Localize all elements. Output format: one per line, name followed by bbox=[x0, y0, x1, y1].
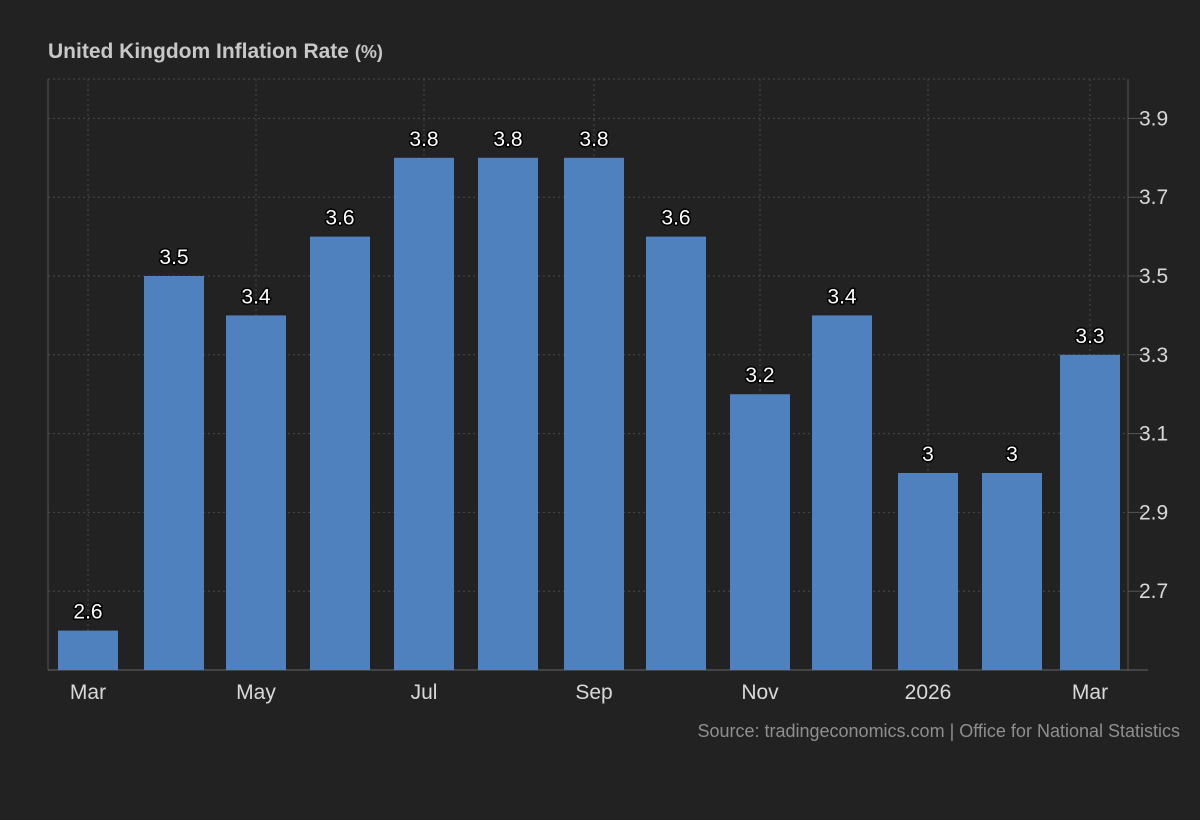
chart-title-text: United Kingdom Inflation Rate bbox=[48, 40, 349, 63]
y-tick-label: 3.5 bbox=[1139, 265, 1168, 288]
bar bbox=[564, 157, 624, 671]
bar bbox=[58, 630, 118, 670]
bar bbox=[812, 315, 872, 670]
x-tick-label: Sep bbox=[575, 681, 612, 704]
y-tick-label: 3.7 bbox=[1139, 186, 1168, 209]
x-tick-label: Jul bbox=[411, 681, 438, 704]
chart-title-unit: (%) bbox=[354, 42, 383, 62]
data-label: 3.8 bbox=[579, 128, 608, 151]
y-axis-ticks: 2.7 2.9 3.1 3.3 3.5 3.7 3.9 bbox=[1139, 107, 1168, 603]
source-note: Source: tradingeconomics.com | Office fo… bbox=[697, 721, 1180, 741]
x-tick-label: May bbox=[236, 681, 276, 704]
data-labels: 2.6 3.5 3.4 3.6 3.8 3.8 3.8 3.6 3.2 3.4 3 3 3.3 bbox=[72, 126, 1106, 625]
data-label: 2.6 bbox=[73, 601, 102, 624]
data-label: 3.6 bbox=[661, 207, 690, 230]
chart-title: United Kingdom Inflation Rate (%) bbox=[48, 40, 383, 64]
y-tick-label: 3.3 bbox=[1139, 344, 1168, 367]
data-label: 3.8 bbox=[409, 128, 438, 151]
bar bbox=[394, 157, 454, 671]
data-label: 3.8 bbox=[493, 128, 522, 151]
bars bbox=[58, 157, 1120, 671]
x-tick-label: Nov bbox=[741, 681, 779, 704]
bar bbox=[310, 236, 370, 670]
data-label: 3.3 bbox=[1075, 325, 1104, 348]
bar bbox=[898, 473, 958, 670]
data-label: 3.5 bbox=[159, 246, 188, 269]
y-tick-label: 2.9 bbox=[1139, 501, 1168, 524]
x-tick-label: 2026 bbox=[905, 681, 952, 704]
bar bbox=[144, 276, 204, 670]
x-axis-ticks: Mar May Jul Sep Nov 2026 Mar bbox=[70, 681, 1108, 704]
bar bbox=[478, 157, 538, 671]
y-tick-label: 2.7 bbox=[1139, 580, 1168, 603]
bar bbox=[646, 236, 706, 670]
data-label: 3 bbox=[1006, 443, 1018, 466]
bar bbox=[982, 473, 1042, 670]
data-label: 3.6 bbox=[325, 207, 354, 230]
bar bbox=[226, 315, 286, 670]
bar bbox=[730, 394, 790, 670]
y-tick-label: 3.1 bbox=[1139, 423, 1168, 446]
y-tick-label: 3.9 bbox=[1139, 107, 1168, 130]
data-label: 3.4 bbox=[241, 285, 271, 308]
x-tick-label: Mar bbox=[1072, 681, 1108, 704]
x-tick-label: Mar bbox=[70, 681, 106, 704]
data-label: 3.2 bbox=[745, 364, 774, 387]
data-label: 3.4 bbox=[827, 285, 857, 308]
data-label: 3 bbox=[922, 443, 934, 466]
bar bbox=[1060, 354, 1120, 670]
